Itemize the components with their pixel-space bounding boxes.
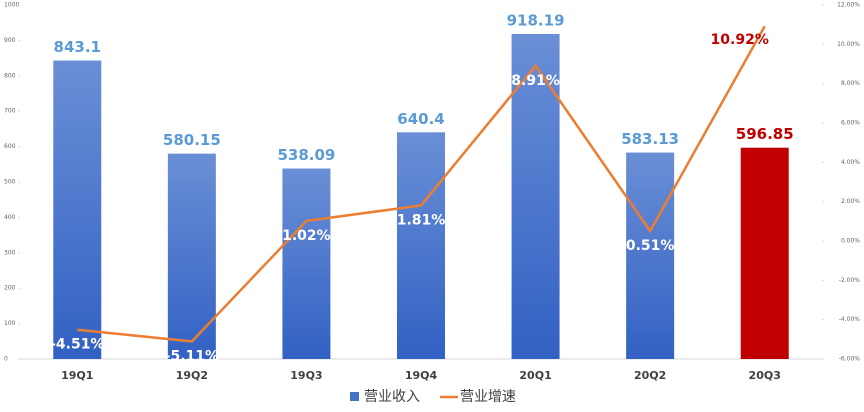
line-value-label: 1.81%: [397, 212, 446, 228]
line: [77, 25, 766, 343]
bar-value-label: 596.85: [736, 125, 794, 143]
bar: [282, 168, 331, 359]
y2-tick-label: 4.00%: [841, 159, 860, 166]
y-tick-label: 500: [4, 179, 16, 186]
y2-tick-label: 2.00%: [841, 198, 860, 205]
x-tick-label: 20Q2: [634, 369, 666, 382]
y-tick-label: 800: [4, 72, 16, 79]
line-value-label: 1.02%: [282, 228, 331, 244]
y2-tick-label: 8.00%: [841, 80, 860, 87]
y2-tick-label: 0.00%: [841, 238, 860, 245]
legend-label: 营业收入: [364, 389, 420, 405]
y2-tick-label: 10.00%: [837, 41, 860, 48]
bar: [167, 153, 216, 359]
line-value-label: 8.91%: [511, 73, 560, 89]
bar-value-label: 640.4: [397, 110, 444, 128]
y-tick-label: 1000: [4, 2, 19, 9]
line-value-label: 10.92%: [711, 32, 769, 48]
y-tick-label: 300: [4, 249, 16, 256]
y-tick-label: 0: [4, 356, 8, 363]
bar: [53, 60, 102, 359]
y2-tick-label: -4.00%: [839, 316, 861, 323]
bar-value-label: 918.19: [507, 11, 565, 29]
y-tick-label: 900: [4, 37, 16, 44]
line-value-label: -4.51%: [50, 337, 104, 353]
x-tick-label: 20Q3: [749, 369, 781, 382]
bar-value-label: 843.1: [54, 38, 101, 56]
line-value-label: -5.11%: [165, 348, 219, 364]
x-tick-label: 20Q1: [519, 369, 551, 382]
y-tick-label: 100: [4, 320, 16, 327]
line-value-label: 0.51%: [626, 238, 675, 254]
y-tick-label: 700: [4, 108, 16, 115]
bar-value-label: 583.13: [621, 130, 679, 148]
legend-swatch: [350, 392, 359, 401]
bar-value-label: 538.09: [277, 146, 335, 164]
legend-label: 营业增速: [460, 389, 516, 405]
bar: [397, 132, 445, 359]
y2-tick-label: -2.00%: [839, 277, 861, 284]
y-tick-label: 600: [4, 143, 16, 150]
bar-value-label: 580.15: [163, 131, 221, 149]
x-tick-label: 19Q2: [176, 369, 208, 382]
y2-tick-label: 12.00%: [837, 2, 860, 9]
y2-tick-label: 6.00%: [841, 120, 860, 127]
x-tick-label: 19Q1: [61, 369, 93, 382]
y-tick-label: 400: [4, 214, 16, 221]
y-tick-label: 200: [4, 285, 16, 292]
bar: [740, 147, 789, 359]
y2-tick-label: -6.00%: [839, 356, 861, 363]
x-tick-label: 19Q3: [290, 369, 322, 382]
x-tick-label: 19Q4: [405, 369, 438, 382]
bar: [626, 152, 675, 359]
